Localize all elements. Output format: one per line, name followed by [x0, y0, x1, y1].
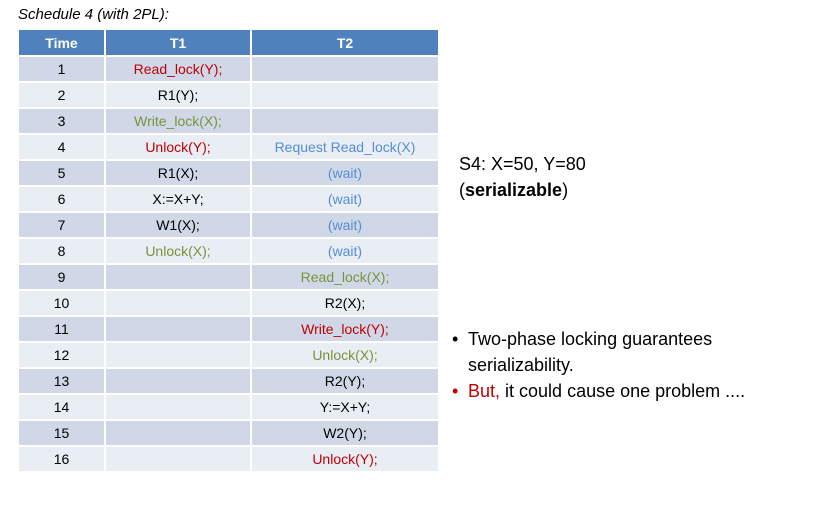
- t2-cell: R2(X);: [250, 289, 440, 317]
- header-t1: T1: [104, 28, 252, 57]
- table-row: 14 Y:=X+Y;: [17, 393, 440, 421]
- t2-cell: (wait): [250, 185, 440, 213]
- t2-cell: Write_lock(Y);: [250, 315, 440, 343]
- t2-cell: Read_lock(X);: [250, 263, 440, 291]
- t1-cell: Unlock(Y);: [104, 133, 252, 161]
- table-row: 9 Read_lock(X);: [17, 263, 440, 291]
- t1-cell: W1(X);: [104, 211, 252, 239]
- time-cell: 1: [17, 55, 106, 83]
- t1-cell: [104, 289, 252, 317]
- t1-cell: [104, 367, 252, 395]
- t2-cell: (wait): [250, 159, 440, 187]
- table-row: 2 R1(Y);: [17, 81, 440, 109]
- table-row: 4 Unlock(Y); Request Read_lock(X): [17, 133, 440, 161]
- bullet-item-1: • Two-phase locking guarantees serializa…: [452, 326, 745, 378]
- table-row: 6 X:=X+Y; (wait): [17, 185, 440, 213]
- schedule-table: Time T1 T2 1 Read_lock(Y); 2 R1(Y); 3 Write_l…: [17, 28, 440, 473]
- t1-cell: Read_lock(Y);: [104, 55, 252, 83]
- t2-cell: [250, 55, 440, 83]
- t1-cell: Unlock(X);: [104, 237, 252, 265]
- t1-cell: R1(X);: [104, 159, 252, 187]
- t2-cell: (wait): [250, 237, 440, 265]
- table-row: 11 Write_lock(Y);: [17, 315, 440, 343]
- t2-cell: R2(Y);: [250, 367, 440, 395]
- t2-cell: Unlock(Y);: [250, 445, 440, 473]
- t2-cell: Request Read_lock(X): [250, 133, 440, 161]
- t2-cell: [250, 81, 440, 109]
- schedule-caption: Schedule 4 (with 2PL):: [18, 6, 169, 23]
- time-cell: 14: [17, 393, 106, 421]
- serializable-word: serializable: [465, 180, 563, 200]
- t1-cell: R1(Y);: [104, 81, 252, 109]
- t1-cell: [104, 315, 252, 343]
- bullet-list: • Two-phase locking guarantees serializa…: [452, 326, 745, 404]
- table-row: 15 W2(Y);: [17, 419, 440, 447]
- table-body: 1 Read_lock(Y); 2 R1(Y); 3 Write_lock(X); 4 Unl…: [17, 55, 440, 473]
- result-label: (serializable): [459, 180, 569, 200]
- time-cell: 10: [17, 289, 106, 317]
- t1-cell: [104, 263, 252, 291]
- bullet-item-2: • But, it could cause one problem ....: [452, 378, 745, 404]
- time-cell: 6: [17, 185, 106, 213]
- t2-cell: [250, 107, 440, 135]
- time-cell: 2: [17, 81, 106, 109]
- table-row: 12 Unlock(X);: [17, 341, 440, 369]
- t2-cell: Unlock(X);: [250, 341, 440, 369]
- time-cell: 7: [17, 211, 106, 239]
- bullet-dot-icon: •: [452, 381, 459, 401]
- header-t2: T2: [250, 28, 440, 57]
- time-cell: 8: [17, 237, 106, 265]
- time-cell: 16: [17, 445, 106, 473]
- time-cell: 9: [17, 263, 106, 291]
- t1-cell: [104, 341, 252, 369]
- table-row: 10 R2(X);: [17, 289, 440, 317]
- table-row: 3 Write_lock(X);: [17, 107, 440, 135]
- t1-cell: Write_lock(X);: [104, 107, 252, 135]
- table-row: 13 R2(Y);: [17, 367, 440, 395]
- t1-cell: [104, 419, 252, 447]
- table-row: 7 W1(X); (wait): [17, 211, 440, 239]
- table-row: 1 Read_lock(Y);: [17, 55, 440, 83]
- time-cell: 4: [17, 133, 106, 161]
- result-values: S4: X=50, Y=80: [459, 154, 586, 174]
- t1-cell: X:=X+Y;: [104, 185, 252, 213]
- time-cell: 11: [17, 315, 106, 343]
- table-row: 16 Unlock(Y);: [17, 445, 440, 473]
- table-row: 5 R1(X); (wait): [17, 159, 440, 187]
- result-note: S4: X=50, Y=80 (serializable): [459, 151, 586, 203]
- t2-cell: (wait): [250, 211, 440, 239]
- t2-cell: W2(Y);: [250, 419, 440, 447]
- header-time: Time: [17, 28, 106, 57]
- time-cell: 13: [17, 367, 106, 395]
- bullet-emphasis: But,: [468, 381, 501, 401]
- table-row: 8 Unlock(X); (wait): [17, 237, 440, 265]
- time-cell: 12: [17, 341, 106, 369]
- bullet-dot-icon: •: [452, 329, 459, 349]
- t1-cell: [104, 445, 252, 473]
- t1-cell: [104, 393, 252, 421]
- time-cell: 15: [17, 419, 106, 447]
- t2-cell: Y:=X+Y;: [250, 393, 440, 421]
- time-cell: 3: [17, 107, 106, 135]
- time-cell: 5: [17, 159, 106, 187]
- table-header-row: Time T1 T2: [17, 28, 440, 57]
